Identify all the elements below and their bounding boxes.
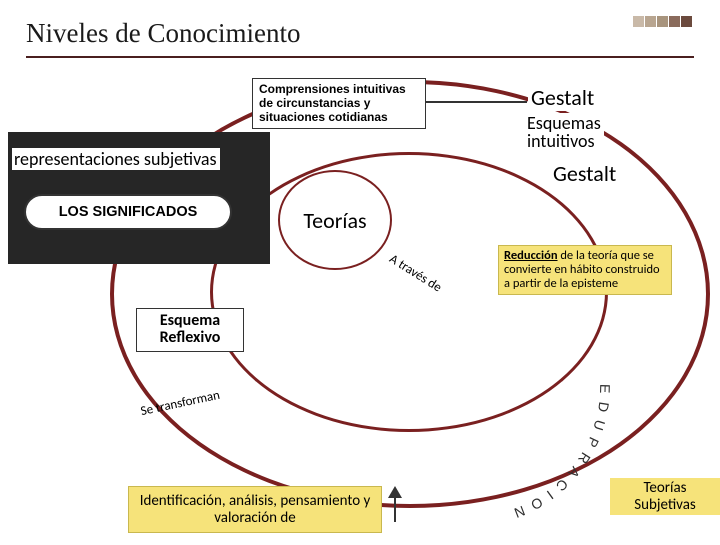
- gestalt-label-2: Gestalt: [550, 160, 619, 187]
- arrow-stem: [394, 498, 396, 522]
- svg-text:E D U P R A C I O N: E D U P R A C I O N: [510, 384, 613, 522]
- intuitive-comprehension-box: Comprensiones intuitivas de circunstanci…: [252, 78, 426, 129]
- reflexive-schema-box: Esquema Reflexivo: [136, 308, 244, 352]
- arrow-up-icon: [388, 486, 402, 498]
- diagram-stage: Niveles de Conocimiento Comprensiones in…: [0, 0, 720, 540]
- intuitive-schemas-label: Esquemas intuitivos: [524, 113, 604, 151]
- page-title: Niveles de Conocimiento: [26, 14, 694, 49]
- connector-top: [425, 101, 527, 103]
- arc-text: E D U P R A C I O N: [510, 384, 613, 522]
- subjective-representations-label: representaciones subjetivas: [12, 148, 220, 170]
- reduction-underlined: Reducción: [504, 248, 558, 263]
- topbox-l1: Comprensiones intuitivas: [259, 83, 419, 97]
- title-decoration: [633, 16, 692, 27]
- subjective-theories-box: Teorías Subjetivas: [610, 478, 720, 515]
- gestalt-label-1: Gestalt: [528, 84, 597, 111]
- reduction-box: Reducción de la teoría que se convierte …: [498, 245, 672, 295]
- topbox-l2: de circunstancias y: [259, 97, 419, 111]
- education-arc: E D U P R A C I O N: [410, 360, 630, 540]
- meanings-pill: LOS SIGNIFICADOS: [24, 194, 232, 230]
- identification-box: Identificación, análisis, pensamiento y …: [128, 486, 382, 533]
- topbox-l3: situaciones cotidianas: [259, 111, 419, 125]
- theories-circle: Teorías: [278, 170, 392, 270]
- title-bar: Niveles de Conocimiento: [26, 14, 694, 58]
